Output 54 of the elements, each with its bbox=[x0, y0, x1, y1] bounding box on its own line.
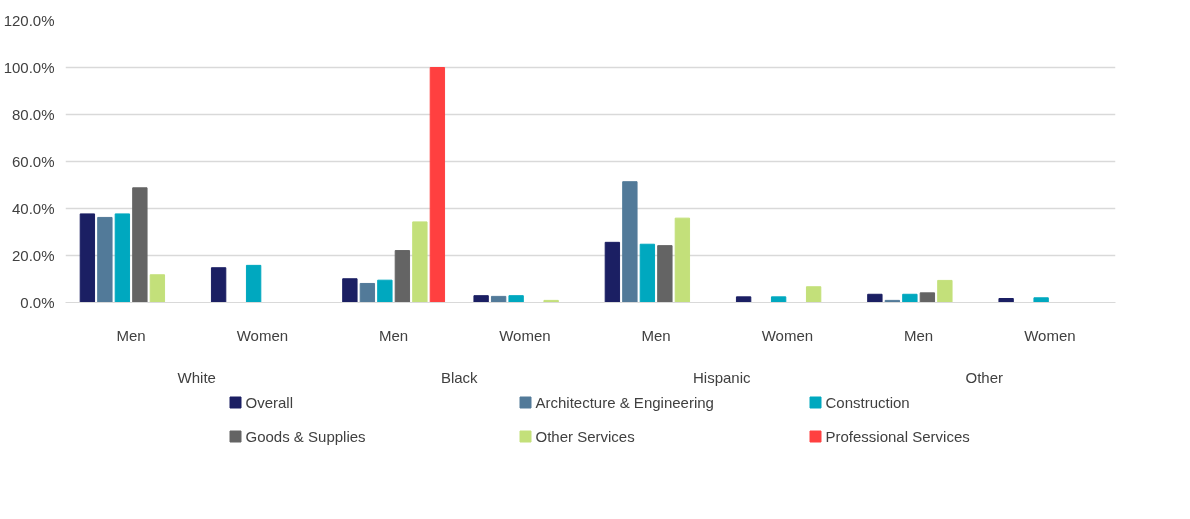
y-tick-label: 60.0% bbox=[11, 153, 55, 170]
y-tick-label: 0.0% bbox=[20, 294, 55, 311]
legend-label: Other Services bbox=[535, 428, 635, 445]
bar bbox=[735, 296, 752, 303]
bar bbox=[902, 293, 918, 303]
bar bbox=[508, 295, 524, 303]
bar bbox=[79, 213, 96, 303]
y-tick-label: 120.0% bbox=[3, 12, 55, 29]
bar bbox=[245, 264, 262, 303]
bar bbox=[919, 292, 936, 303]
legend-label: Goods & Supplies bbox=[245, 428, 366, 445]
bar bbox=[867, 293, 883, 303]
bar bbox=[210, 267, 227, 303]
bar bbox=[132, 187, 148, 303]
y-tick-label: 20.0% bbox=[11, 247, 55, 264]
y-tick-label: 80.0% bbox=[11, 106, 55, 123]
x-tick-label: Women bbox=[236, 326, 289, 344]
bar bbox=[394, 250, 411, 303]
x-tick-label: Men bbox=[641, 326, 671, 344]
bar bbox=[1033, 297, 1049, 303]
legend-label: Architecture & Engineering bbox=[535, 394, 714, 411]
bar bbox=[377, 279, 393, 303]
x-tick-label: Women bbox=[1024, 326, 1076, 344]
legend-label: Overall bbox=[245, 394, 294, 411]
x-tick-label: Men bbox=[116, 326, 146, 344]
bar bbox=[639, 243, 656, 303]
bar bbox=[998, 298, 1014, 303]
legend-label: Construction bbox=[825, 394, 910, 411]
bar bbox=[937, 279, 953, 303]
bar bbox=[97, 216, 113, 303]
bar bbox=[114, 213, 131, 303]
text: Hispanic bbox=[692, 368, 752, 386]
bar bbox=[604, 241, 621, 303]
bar bbox=[473, 295, 489, 303]
bar bbox=[412, 221, 428, 303]
text: Black bbox=[440, 368, 479, 386]
x-tick-label: Men bbox=[904, 326, 934, 344]
y-tick-label: 40.0% bbox=[11, 200, 55, 217]
bar bbox=[342, 278, 358, 303]
bar bbox=[657, 245, 673, 303]
bar bbox=[149, 274, 166, 303]
bar bbox=[770, 296, 787, 303]
text: White bbox=[177, 368, 216, 386]
x-tick-label: Women bbox=[499, 326, 551, 344]
x-tick-label: Men bbox=[379, 326, 409, 344]
bar bbox=[674, 217, 691, 303]
bar bbox=[622, 181, 638, 303]
text: Other bbox=[965, 368, 1004, 386]
y-tick-label: 100.0% bbox=[3, 59, 55, 76]
bar bbox=[429, 67, 446, 303]
bar bbox=[359, 282, 376, 303]
bar bbox=[805, 286, 822, 303]
legend-label: Professional Services bbox=[825, 428, 970, 445]
x-tick-label: Women bbox=[761, 326, 814, 344]
